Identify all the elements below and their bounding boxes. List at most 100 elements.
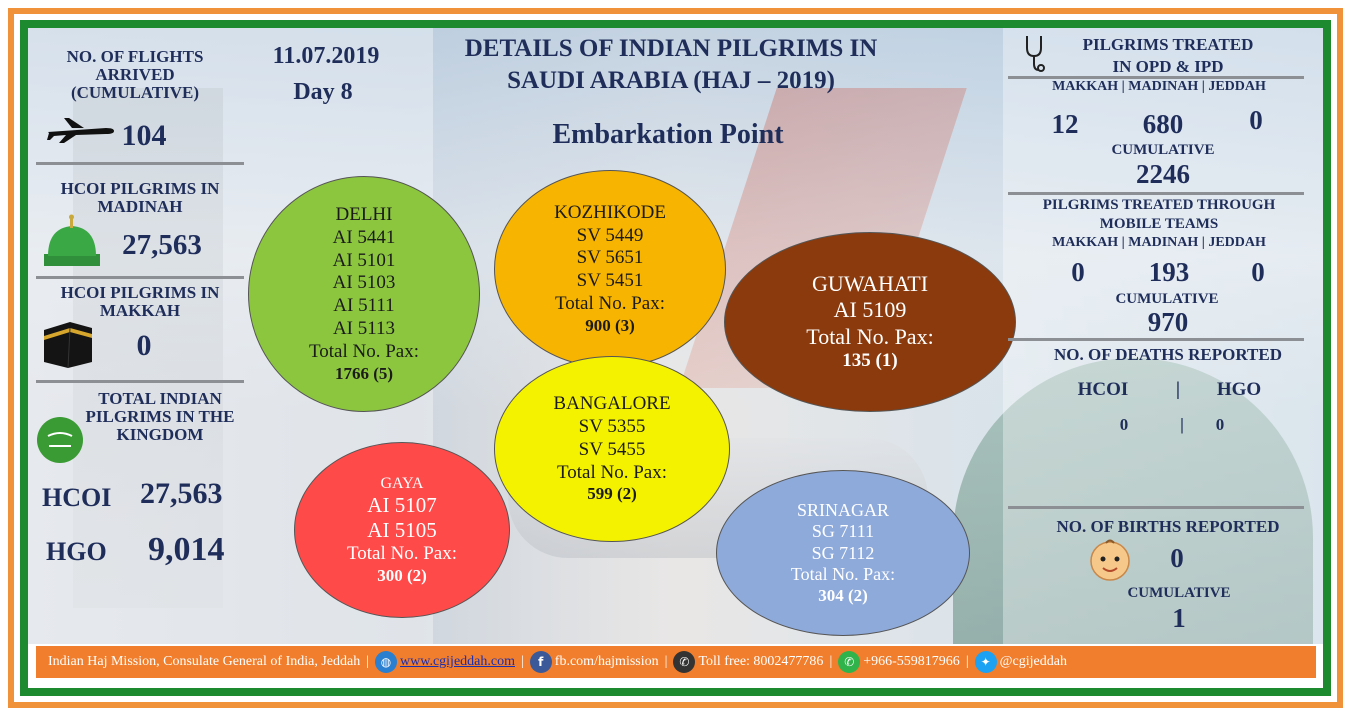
pax-label: Total No. Pax:	[554, 293, 666, 314]
flight-number: SV 5449	[576, 224, 644, 246]
births-value: 0	[1170, 543, 1184, 573]
infographic-canvas: NO. OF FLIGHTS ARRIVED (CUMULATIVE) 104 …	[28, 28, 1323, 644]
mobile-makkah-value: 0	[1071, 257, 1085, 287]
twitter-icon: ✦	[974, 651, 997, 673]
green-dome-icon	[44, 214, 100, 266]
makkah-value: 0	[136, 329, 152, 362]
website-link[interactable]: www.cgijeddah.com	[400, 654, 515, 669]
mobile-madinah-value: 193	[1148, 257, 1190, 287]
footer-mission: Indian Haj Mission, Consulate General of…	[48, 654, 361, 669]
kaaba-icon	[44, 322, 92, 368]
mobile-jeddah-value: 0	[1251, 257, 1265, 287]
pax-label: Total No. Pax:	[346, 543, 458, 565]
flight-number: SV 5651	[576, 247, 644, 269]
background-dome	[953, 358, 1313, 644]
city-name: DELHI	[335, 204, 393, 226]
opd-madinah-value: 680	[1142, 109, 1184, 139]
deaths-hcoi-label: HCOI	[1077, 379, 1129, 400]
footer-bar: Indian Haj Mission, Consulate General of…	[36, 646, 1316, 678]
saudi-flag-icon	[37, 417, 83, 463]
city-name: GAYA	[380, 474, 424, 492]
pax-label: Total No. Pax:	[790, 564, 896, 585]
pax-value: 900 (3)	[585, 315, 635, 335]
flight-number: SV 5451	[576, 270, 644, 292]
opd-label-line-1: PILGRIMS TREATED	[1082, 35, 1254, 54]
opd-cities-header: MAKKAH | MADINAH | JEDDAH	[1052, 79, 1266, 94]
report-date: 11.07.2019	[272, 43, 380, 69]
twitter-handle[interactable]: @cgijeddah	[999, 654, 1067, 669]
flight-number: AI 5101	[332, 249, 396, 271]
footer-separator: |	[520, 654, 524, 669]
flight-number: AI 5109	[833, 297, 907, 323]
flight-number: SG 7111	[811, 521, 875, 542]
flight-number: SV 5355	[578, 416, 646, 437]
pax-value: 135 (1)	[842, 350, 898, 372]
divider-line	[1008, 506, 1304, 509]
flight-number: AI 5105	[367, 518, 437, 542]
flight-number: SG 7112	[811, 542, 875, 563]
madinah-value: 27,563	[122, 229, 202, 261]
globe-icon: ◍	[375, 651, 398, 673]
flights-label: NO. OF FLIGHTS ARRIVED (CUMULATIVE)	[66, 47, 204, 102]
flight-number: AI 5103	[332, 272, 396, 294]
hcoi-label: HCOI	[42, 483, 112, 512]
births-cumulative-value: 1	[1172, 603, 1186, 633]
deaths-hgo-value: 0	[1215, 415, 1225, 434]
embarkation-srinagar: SRINAGAR SG 7111 SG 7112 Total No. Pax: …	[716, 470, 970, 636]
pax-value: 300 (2)	[377, 565, 427, 585]
divider-line	[36, 162, 244, 165]
embarkation-kozhikode: KOZHIKODE SV 5449 SV 5651 SV 5451 Total …	[494, 170, 726, 368]
baby-face-icon	[1090, 539, 1130, 581]
pax-label: Total No. Pax:	[556, 461, 668, 483]
hgo-value: 9,014	[148, 531, 225, 568]
pax-value: 304 (2)	[818, 585, 868, 605]
footer-separator: |	[664, 654, 668, 669]
city-name: KOZHIKODE	[554, 201, 666, 223]
facebook-link[interactable]: fb.com/hajmission	[554, 654, 659, 669]
embarkation-delhi: DELHI AI 5441 AI 5101 AI 5103 AI 5111 AI…	[248, 176, 480, 412]
pax-label: Total No. Pax:	[308, 340, 420, 362]
makkah-label: HCOI PILGRIMS IN MAKKAH	[60, 283, 220, 320]
opd-makkah-value: 12	[1051, 109, 1079, 139]
deaths-label: NO. OF DEATHS REPORTED	[1054, 345, 1282, 364]
city-name: BANGALORE	[553, 393, 671, 415]
embarkation-subtitle: Embarkation Point	[552, 119, 784, 150]
embarkation-guwahati: GUWAHATI AI 5109 Total No. Pax: 135 (1)	[724, 232, 1016, 412]
page-title-line-1: DETAILS OF INDIAN PILGRIMS IN	[464, 35, 878, 62]
phone-icon: ✆	[673, 651, 696, 673]
footer-separator: |	[829, 654, 833, 669]
pax-label: Total No. Pax:	[806, 323, 934, 349]
page-title-line-2: SAUDI ARABIA (HAJ – 2019)	[507, 67, 835, 94]
whatsapp-number: +966-559817966	[863, 654, 960, 669]
births-cumulative-label: CUMULATIVE	[1127, 585, 1231, 601]
opd-label-line-2: IN OPD & IPD	[1112, 57, 1224, 76]
divider-line	[36, 276, 244, 279]
flight-number: AI 5111	[333, 295, 395, 317]
city-name: SRINAGAR	[796, 499, 889, 520]
births-label: NO. OF BIRTHS REPORTED	[1056, 517, 1280, 536]
mobile-label-line-1: PILGRIMS TREATED THROUGH	[1042, 197, 1276, 213]
footer-separator: |	[965, 654, 969, 669]
city-name: GUWAHATI	[811, 271, 929, 297]
opd-jeddah-value: 0	[1249, 105, 1263, 135]
pax-value: 599 (2)	[587, 484, 637, 504]
hcoi-value: 27,563	[140, 477, 223, 510]
flight-number: SV 5455	[578, 438, 646, 460]
opd-cumulative-value: 2246	[1136, 159, 1190, 189]
pax-value: 1766 (5)	[334, 363, 394, 383]
embarkation-bangalore: BANGALORE SV 5355 SV 5455 Total No. Pax:…	[494, 356, 730, 542]
flight-number: AI 5107	[367, 492, 437, 517]
whatsapp-icon: ✆	[838, 651, 861, 673]
hgo-label: HGO	[46, 537, 107, 566]
report-day: Day 8	[293, 79, 353, 105]
footer-separator: |	[366, 654, 370, 669]
mobile-cities-header: MAKKAH | MADINAH | JEDDAH	[1052, 235, 1266, 250]
airplane-icon	[47, 118, 114, 143]
orange-frame	[8, 8, 1343, 708]
right-panel	[1003, 28, 1323, 644]
deaths-hgo-label: HGO	[1216, 379, 1262, 400]
total-pilgrims-label: TOTAL INDIAN PILGRIMS IN THE KINGDOM	[85, 389, 235, 444]
mobile-cumulative-value: 970	[1147, 307, 1189, 337]
mobile-cumulative-label: CUMULATIVE	[1115, 291, 1219, 307]
madinah-label: HCOI PILGRIMS IN MADINAH	[60, 179, 220, 216]
